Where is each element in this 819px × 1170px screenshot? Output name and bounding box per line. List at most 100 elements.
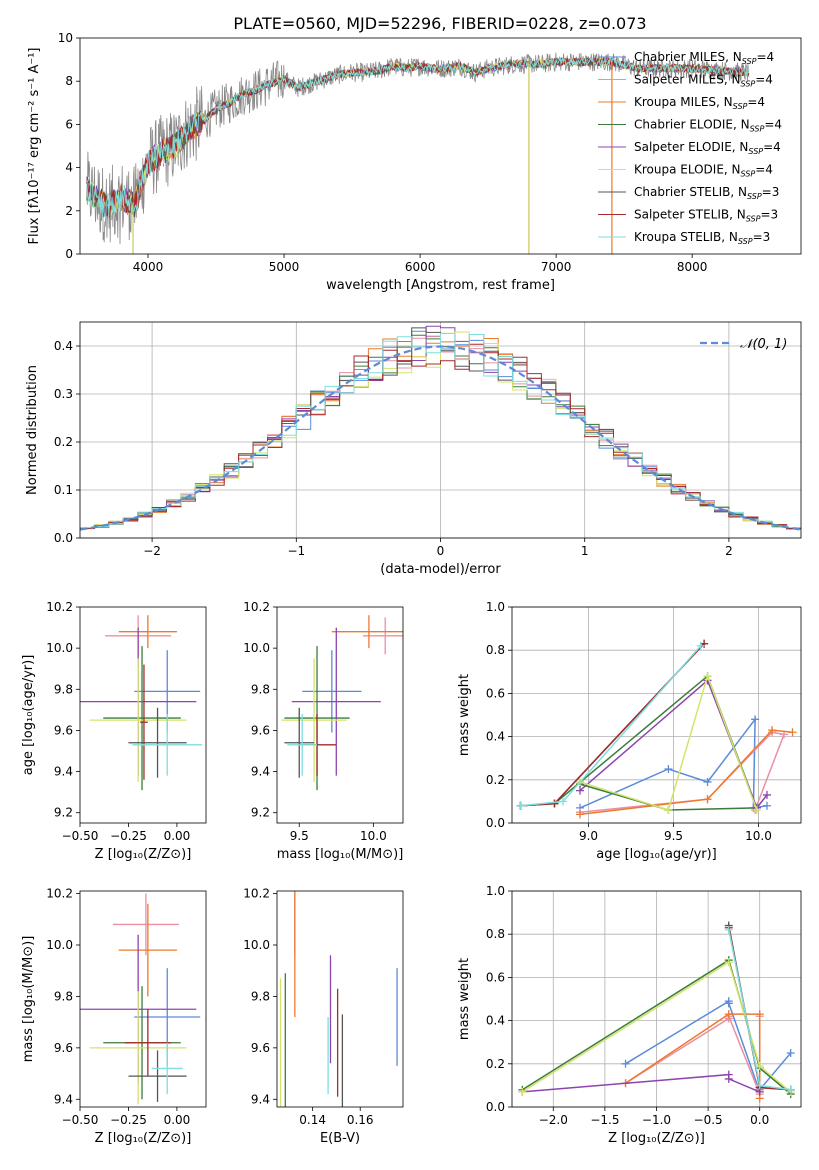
gaussian-curve	[80, 345, 801, 531]
y-tick-label: 9.8	[54, 682, 73, 696]
y-tick-label: 10.0	[46, 938, 73, 952]
y-tick-label: 9.4	[251, 765, 270, 779]
mass-vs-EBV-xlabel: E(B-V)	[320, 1131, 360, 1146]
weight-marker	[755, 1081, 764, 1090]
legend-entry: Kroupa STELIB, NSSP=3	[634, 230, 770, 246]
x-tick-label: −2	[143, 544, 161, 558]
y-tick-label: 0.1	[54, 483, 73, 497]
weight-marker	[751, 715, 760, 724]
weight-marker	[724, 958, 733, 967]
y-tick-label: 10	[58, 31, 73, 45]
weight-vs-age-plot-area	[516, 639, 797, 819]
weight-marker	[786, 1049, 795, 1057]
residuals-xlabel: (data-model)/error	[380, 562, 501, 577]
x-tick-label: 5000	[269, 260, 300, 274]
weight-marker	[621, 1059, 630, 1068]
x-tick-label: −1.5	[590, 1113, 619, 1127]
x-tick-label: 0.00	[164, 829, 191, 843]
age-vs-mass-panel: 9.5 10.0 9.2 9.4 9.6 9.8 10.0 10.2 mass [log₁₀(M…	[243, 600, 404, 862]
weight-marker	[724, 999, 733, 1008]
y-tick-label: 9.4	[251, 1092, 270, 1106]
weight-marker	[516, 801, 525, 810]
residuals-plot-area	[80, 325, 801, 532]
age-vs-Z-ylabel: age [log₁₀(age/yr)]	[21, 655, 36, 776]
x-tick-label: 6000	[405, 260, 436, 274]
age-vs-mass-plot-area	[281, 615, 403, 791]
y-tick-label: 0.4	[486, 730, 505, 744]
y-tick-label: 0.2	[486, 1057, 505, 1071]
weight-marker	[696, 641, 705, 650]
spectrum-xlabel: wavelength [Angstrom, rest frame]	[326, 278, 555, 293]
x-tick-label: 10.0	[745, 829, 772, 843]
spectrum-model-line	[86, 56, 749, 217]
x-tick-label: 0.00	[164, 1113, 191, 1127]
weight-vs-age-xlabel: age [log₁₀(age/yr)]	[596, 847, 717, 862]
age-vs-mass-xlabel: mass [log₁₀(M/M⊙)]	[277, 847, 404, 862]
y-tick-label: 9.2	[251, 806, 270, 820]
x-tick-label: −0.50	[62, 1113, 99, 1127]
mass-vs-Z-plot-area	[80, 893, 201, 1105]
weight-marker	[763, 801, 771, 810]
weight-marker	[786, 1085, 795, 1094]
y-tick-label: 9.6	[54, 1041, 73, 1055]
x-tick-label: 7000	[541, 260, 572, 274]
mass-vs-Z-panel: −0.50 −0.25 0.00 9.4 9.6 9.8 10.0 10.2 Z [log₁₀(…	[21, 887, 207, 1146]
mass-vs-EBV-frame	[276, 890, 404, 1108]
legend-entry: Salpeter ELODIE, NSSP=4	[634, 140, 781, 156]
y-tick-label: 9.2	[54, 806, 73, 820]
y-tick-label: 0.8	[486, 643, 505, 657]
y-tick-label: 0.4	[486, 1014, 505, 1028]
mass-vs-Z-ylabel: mass [log₁₀(M/M⊙)]	[21, 936, 36, 1063]
weight-vs-Z-ylabel: mass weight	[457, 958, 472, 1040]
y-tick-label: 8	[65, 74, 73, 88]
spectrum-model-line	[86, 56, 750, 218]
weight-marker	[788, 728, 797, 737]
x-tick-label: 0.14	[299, 1113, 326, 1127]
y-tick-label: 0.3	[54, 387, 73, 401]
weight-line	[579, 673, 758, 811]
weight-vs-Z-frame	[511, 890, 802, 1108]
y-tick-label: 1.0	[486, 600, 505, 614]
y-tick-label: 0.0	[54, 531, 73, 545]
y-tick-label: 0.2	[54, 435, 73, 449]
y-tick-label: 6	[65, 117, 73, 131]
spectrum-panel: 4000 5000 6000 7000 8000 0 2 4 6 8 10 wavelength [A…	[27, 31, 802, 293]
x-tick-label: 9.0	[579, 829, 598, 843]
mass-vs-Z-frame	[79, 890, 207, 1108]
weight-marker	[755, 1010, 764, 1019]
y-tick-label: 10.2	[46, 600, 73, 614]
x-tick-label: 10.0	[360, 829, 387, 843]
legend-entry: Salpeter MILES, NSSP=4	[634, 73, 773, 89]
legend-entry: Chabrier STELIB, NSSP=3	[634, 185, 779, 201]
weight-vs-age-ylabel: mass weight	[457, 674, 472, 756]
spectrum-plot-area	[86, 52, 750, 254]
weight-vs-Z-xlabel: Z [log₁₀(Z/Z⊙)]	[608, 1131, 705, 1146]
weight-marker	[576, 810, 584, 819]
weight-marker	[763, 790, 771, 799]
age-vs-mass-frame	[276, 606, 404, 824]
age-vs-Z-frame	[79, 606, 207, 824]
x-tick-label: 1	[581, 544, 589, 558]
histogram-step	[80, 343, 801, 531]
weight-marker	[724, 1074, 733, 1083]
x-tick-label: −1.0	[642, 1113, 671, 1127]
residuals-frame	[79, 321, 802, 539]
y-tick-label: 9.6	[54, 723, 73, 737]
weight-marker	[576, 786, 584, 795]
x-tick-label: 4000	[133, 260, 164, 274]
residuals-ylabel: Normed distribution	[25, 365, 40, 495]
weight-vs-Z-panel: −2.0 −1.5 −1.0 −0.5 0.0 0.0 0.2 0.4 0.6 0.8 1.0 Z […	[457, 884, 802, 1146]
weight-marker	[752, 806, 761, 815]
legend-entry: Kroupa MILES, NSSP=4	[634, 95, 765, 111]
y-tick-label: 10.2	[46, 887, 73, 901]
y-tick-label: 9.4	[54, 1092, 73, 1106]
x-tick-label: −2.0	[539, 1113, 568, 1127]
x-tick-label: 8000	[677, 260, 708, 274]
figure-title: PLATE=0560, MJD=52296, FIBERID=0228, z=0…	[233, 14, 646, 33]
legend-entry: Kroupa ELODIE, NSSP=4	[634, 163, 773, 179]
y-tick-label: 9.6	[251, 723, 270, 737]
y-tick-label: 0.6	[486, 686, 505, 700]
y-tick-label: 0.6	[486, 970, 505, 984]
